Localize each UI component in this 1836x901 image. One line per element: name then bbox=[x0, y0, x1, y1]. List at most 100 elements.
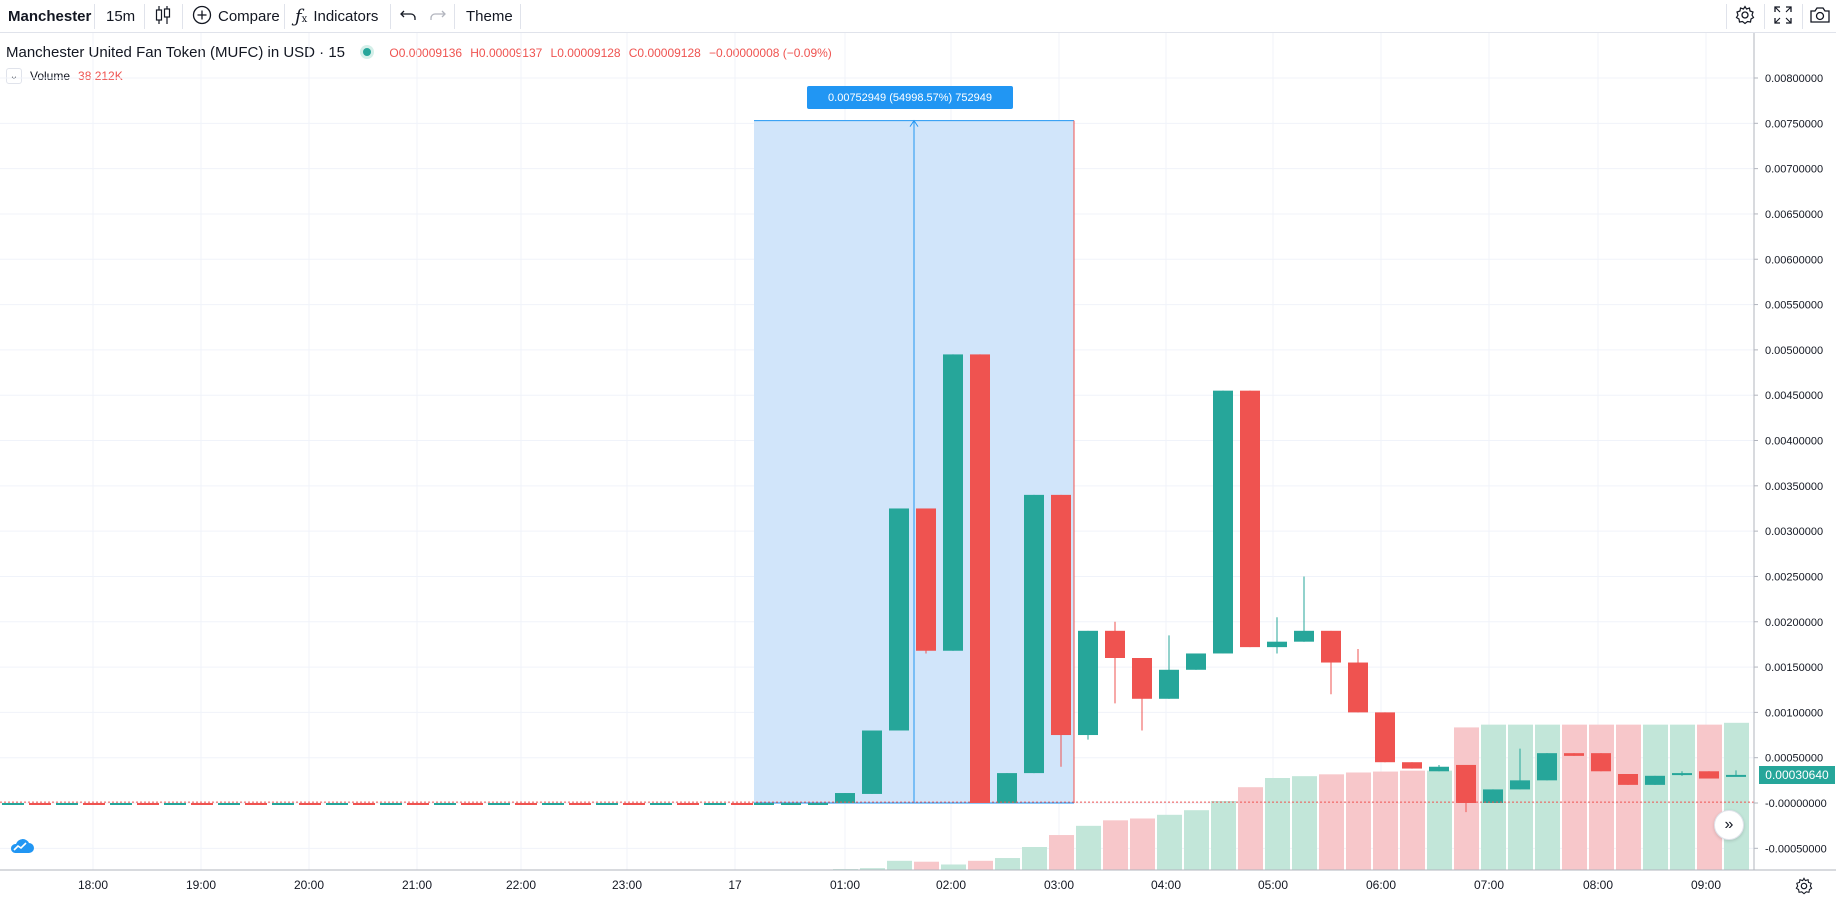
toolbar-divider bbox=[144, 4, 145, 29]
candle bbox=[1483, 789, 1503, 803]
y-tick-label: 0.00600000 bbox=[1765, 254, 1823, 266]
baseline-dash bbox=[0, 801, 1754, 805]
candle bbox=[943, 354, 963, 651]
screenshot-button[interactable] bbox=[1810, 0, 1830, 33]
toolbar-divider bbox=[1726, 4, 1727, 29]
candle bbox=[1402, 762, 1422, 769]
candle bbox=[835, 793, 855, 803]
volume-value: 38.212K bbox=[78, 69, 123, 83]
candle bbox=[1159, 635, 1179, 699]
top-toolbar: Manchester 15m Compare ƒx Indicators The… bbox=[0, 0, 1836, 33]
candle-body bbox=[1213, 390, 1233, 654]
chart-type-button[interactable] bbox=[154, 0, 172, 33]
x-tick-label: 02:00 bbox=[936, 878, 966, 892]
compare-button[interactable]: Compare bbox=[192, 0, 280, 33]
candle-body bbox=[889, 508, 909, 731]
volume-bar bbox=[1697, 724, 1722, 870]
indicators-label: Indicators bbox=[313, 8, 379, 25]
measure-tool[interactable] bbox=[754, 119, 1075, 804]
volume-bar bbox=[1211, 801, 1236, 870]
candle bbox=[1294, 576, 1314, 642]
x-tick-label: 07:00 bbox=[1474, 878, 1504, 892]
settings-button[interactable] bbox=[1735, 0, 1755, 33]
chart-canvas[interactable]: 0.00800000 0.00750000 0.00700000 0.00650000… bbox=[0, 33, 1836, 901]
candle bbox=[1321, 630, 1341, 695]
scroll-to-realtime-button[interactable]: » bbox=[1714, 810, 1744, 840]
volume-bar bbox=[860, 868, 885, 870]
measure-label: 0.00752949 (54998.57%) 752949 bbox=[807, 86, 1013, 109]
market-status-dot bbox=[363, 48, 372, 56]
x-tick-label: 08:00 bbox=[1583, 878, 1613, 892]
price-axis[interactable]: 0.00800000 0.00750000 0.00700000 0.00650000… bbox=[1753, 33, 1827, 870]
y-tick-label: 0.00650000 bbox=[1765, 209, 1823, 221]
indicators-button[interactable]: ƒx Indicators bbox=[295, 0, 378, 33]
candle bbox=[1672, 771, 1692, 776]
candle bbox=[1591, 753, 1611, 772]
interval-button[interactable]: 15m bbox=[106, 0, 135, 33]
x-tick-label: 19:00 bbox=[186, 878, 216, 892]
candle-body bbox=[1456, 764, 1476, 803]
time-axis[interactable]: 18:00 19:00 20:00 21:00 22:00 23:00 17 01:00 02:… bbox=[0, 869, 1836, 892]
last-price-tag: 0.00030640 bbox=[1759, 766, 1835, 784]
y-tick-label: 0.00700000 bbox=[1765, 164, 1823, 176]
axis-settings-button[interactable] bbox=[1794, 876, 1814, 896]
candle-body bbox=[1672, 773, 1692, 776]
candle bbox=[1510, 748, 1530, 790]
candle-body bbox=[916, 508, 936, 651]
volume-bar bbox=[1400, 770, 1425, 870]
y-tick-label: 0.00800000 bbox=[1765, 73, 1823, 85]
candle-body bbox=[862, 730, 882, 794]
ohlc-open: O0.00009136 bbox=[389, 46, 463, 60]
x-tick-label: 22:00 bbox=[506, 878, 536, 892]
candle-body bbox=[1348, 662, 1368, 713]
toolbar-divider bbox=[1764, 4, 1765, 29]
x-tick-label: 18:00 bbox=[78, 878, 108, 892]
y-tick-label: 0.00150000 bbox=[1765, 662, 1823, 674]
series-title: Manchester United Fan Token (MUFC) in US… bbox=[6, 44, 346, 61]
candle bbox=[1213, 390, 1233, 654]
compare-label: Compare bbox=[218, 8, 280, 25]
tradingview-logo[interactable] bbox=[8, 836, 36, 856]
candle-body bbox=[1321, 630, 1341, 663]
symbol-label: Manchester bbox=[8, 8, 92, 25]
candle bbox=[862, 730, 882, 794]
y-tick-label: 0.00400000 bbox=[1765, 436, 1823, 448]
volume-series bbox=[833, 722, 1749, 870]
candle-body bbox=[1186, 653, 1206, 670]
candle-body bbox=[1105, 630, 1125, 658]
candle bbox=[808, 803, 828, 805]
candle bbox=[997, 773, 1017, 803]
candle-body bbox=[1078, 630, 1098, 736]
candle bbox=[1618, 774, 1638, 785]
volume-bar bbox=[1535, 724, 1560, 870]
redo-button[interactable] bbox=[428, 0, 446, 33]
ohlc-low: L0.00009128 bbox=[550, 46, 621, 60]
fullscreen-icon bbox=[1774, 5, 1792, 28]
candle-body bbox=[1564, 753, 1584, 756]
candle-body bbox=[1024, 494, 1044, 774]
gear-icon bbox=[1795, 877, 1813, 895]
candle bbox=[1699, 771, 1719, 779]
symbol-search-button[interactable]: Manchester bbox=[8, 0, 91, 33]
ohlc-high: H0.00009137 bbox=[470, 46, 543, 60]
candle bbox=[1186, 653, 1206, 670]
volume-bar bbox=[1049, 835, 1074, 870]
toolbar-divider bbox=[94, 4, 95, 29]
candle-body bbox=[1267, 641, 1287, 648]
candle-body bbox=[1618, 774, 1638, 785]
x-tick-label: 01:00 bbox=[830, 878, 860, 892]
candle-body bbox=[1240, 390, 1260, 648]
theme-button[interactable]: Theme bbox=[466, 0, 513, 33]
candle-body bbox=[808, 803, 828, 805]
candle-body bbox=[1483, 789, 1503, 803]
x-tick-label: 05:00 bbox=[1258, 878, 1288, 892]
x-tick-label: 09:00 bbox=[1691, 878, 1721, 892]
candle-body bbox=[1510, 780, 1530, 790]
fullscreen-button[interactable] bbox=[1774, 0, 1792, 33]
candle bbox=[1429, 764, 1449, 772]
redo-icon bbox=[428, 7, 446, 27]
undo-button[interactable] bbox=[400, 0, 418, 33]
collapse-legend-button[interactable]: ⌄ bbox=[6, 68, 22, 84]
candle bbox=[1456, 764, 1476, 813]
candle bbox=[1024, 494, 1044, 774]
